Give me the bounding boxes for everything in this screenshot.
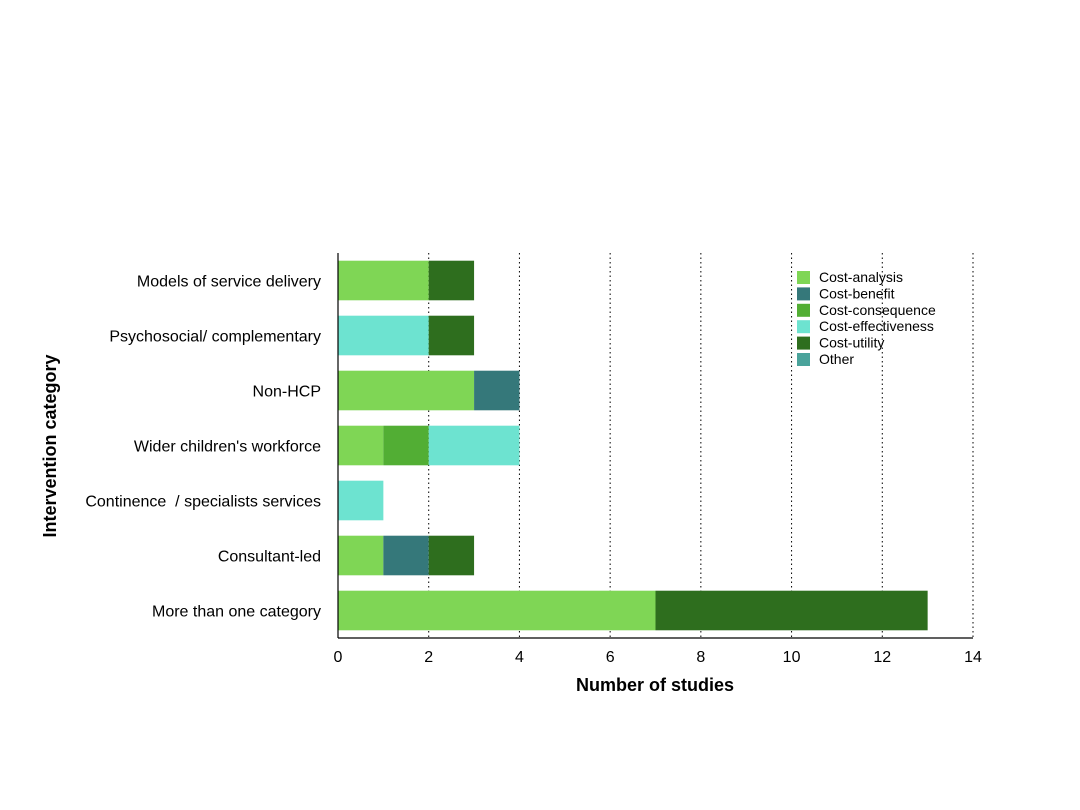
bar-cost-utility-0 <box>428 260 475 301</box>
legend-label-5: Other <box>819 351 854 367</box>
legend-label-0: Cost-analysis <box>819 269 903 285</box>
category-label-6: More than one category <box>152 604 321 621</box>
x-tick-label-4: 4 <box>515 649 524 666</box>
bar-cost-effectiveness-3 <box>428 425 520 466</box>
category-label-0: Models of service delivery <box>137 274 321 291</box>
legend-swatch-5 <box>797 353 810 366</box>
bar-cost-analysis-3 <box>338 425 384 466</box>
legend-label-4: Cost-utility <box>819 335 884 351</box>
x-tick-label-14: 14 <box>964 649 982 666</box>
category-label-4: Continence / specialists services <box>85 494 321 511</box>
x-tick-label-8: 8 <box>696 649 705 666</box>
legend-label-2: Cost-consequence <box>819 302 936 318</box>
bar-cost-utility-6 <box>655 590 928 631</box>
x-tick-label-12: 12 <box>873 649 891 666</box>
legend-swatch-2 <box>797 303 810 317</box>
bar-cost-analysis-0 <box>338 260 429 301</box>
x-tick-label-6: 6 <box>606 649 615 666</box>
x-tick-label-10: 10 <box>783 649 801 666</box>
bar-cost-utility-1 <box>428 315 475 356</box>
bar-cost-analysis-6 <box>338 590 656 631</box>
bars <box>338 260 928 631</box>
bar-cost-analysis-5 <box>338 535 384 576</box>
legend-swatch-1 <box>797 287 810 301</box>
grid-lines <box>428 253 974 638</box>
bar-cost-utility-5 <box>428 535 475 576</box>
bar-cost-effectiveness-4 <box>338 480 384 521</box>
bar-cost-consequence-3 <box>383 425 429 466</box>
x-tick-labels: 0 2 4 6 8 10 12 14 <box>334 649 982 666</box>
bar-cost-benefit-5 <box>383 535 429 576</box>
bar-cost-analysis-2 <box>338 370 475 411</box>
x-tick-label-2: 2 <box>424 649 433 666</box>
category-label-3: Wider children's workforce <box>134 439 321 456</box>
category-label-5: Consultant-led <box>218 549 321 566</box>
legend-swatch-4 <box>797 336 810 350</box>
x-tick-label-0: 0 <box>334 649 343 666</box>
legend-label-1: Cost-benefit <box>819 285 895 301</box>
legend-swatch-3 <box>797 320 810 334</box>
category-label-1: Psychosocial/ complementary <box>109 329 321 346</box>
bar-cost-effectiveness-1 <box>338 315 429 356</box>
bar-cost-benefit-2 <box>474 370 520 411</box>
legend-label-3: Cost-effectiveness <box>819 318 934 334</box>
x-axis-title: Number of studies <box>576 675 734 695</box>
category-labels: Models of service delivery Psychosocial/ … <box>85 274 321 621</box>
category-label-2: Non-HCP <box>253 384 321 401</box>
y-axis-title: Intervention category <box>40 354 60 537</box>
legend: Cost-analysisCost-benefitCost-consequenc… <box>797 269 936 367</box>
legend-swatch-0 <box>797 271 810 284</box>
axes <box>337 253 973 639</box>
